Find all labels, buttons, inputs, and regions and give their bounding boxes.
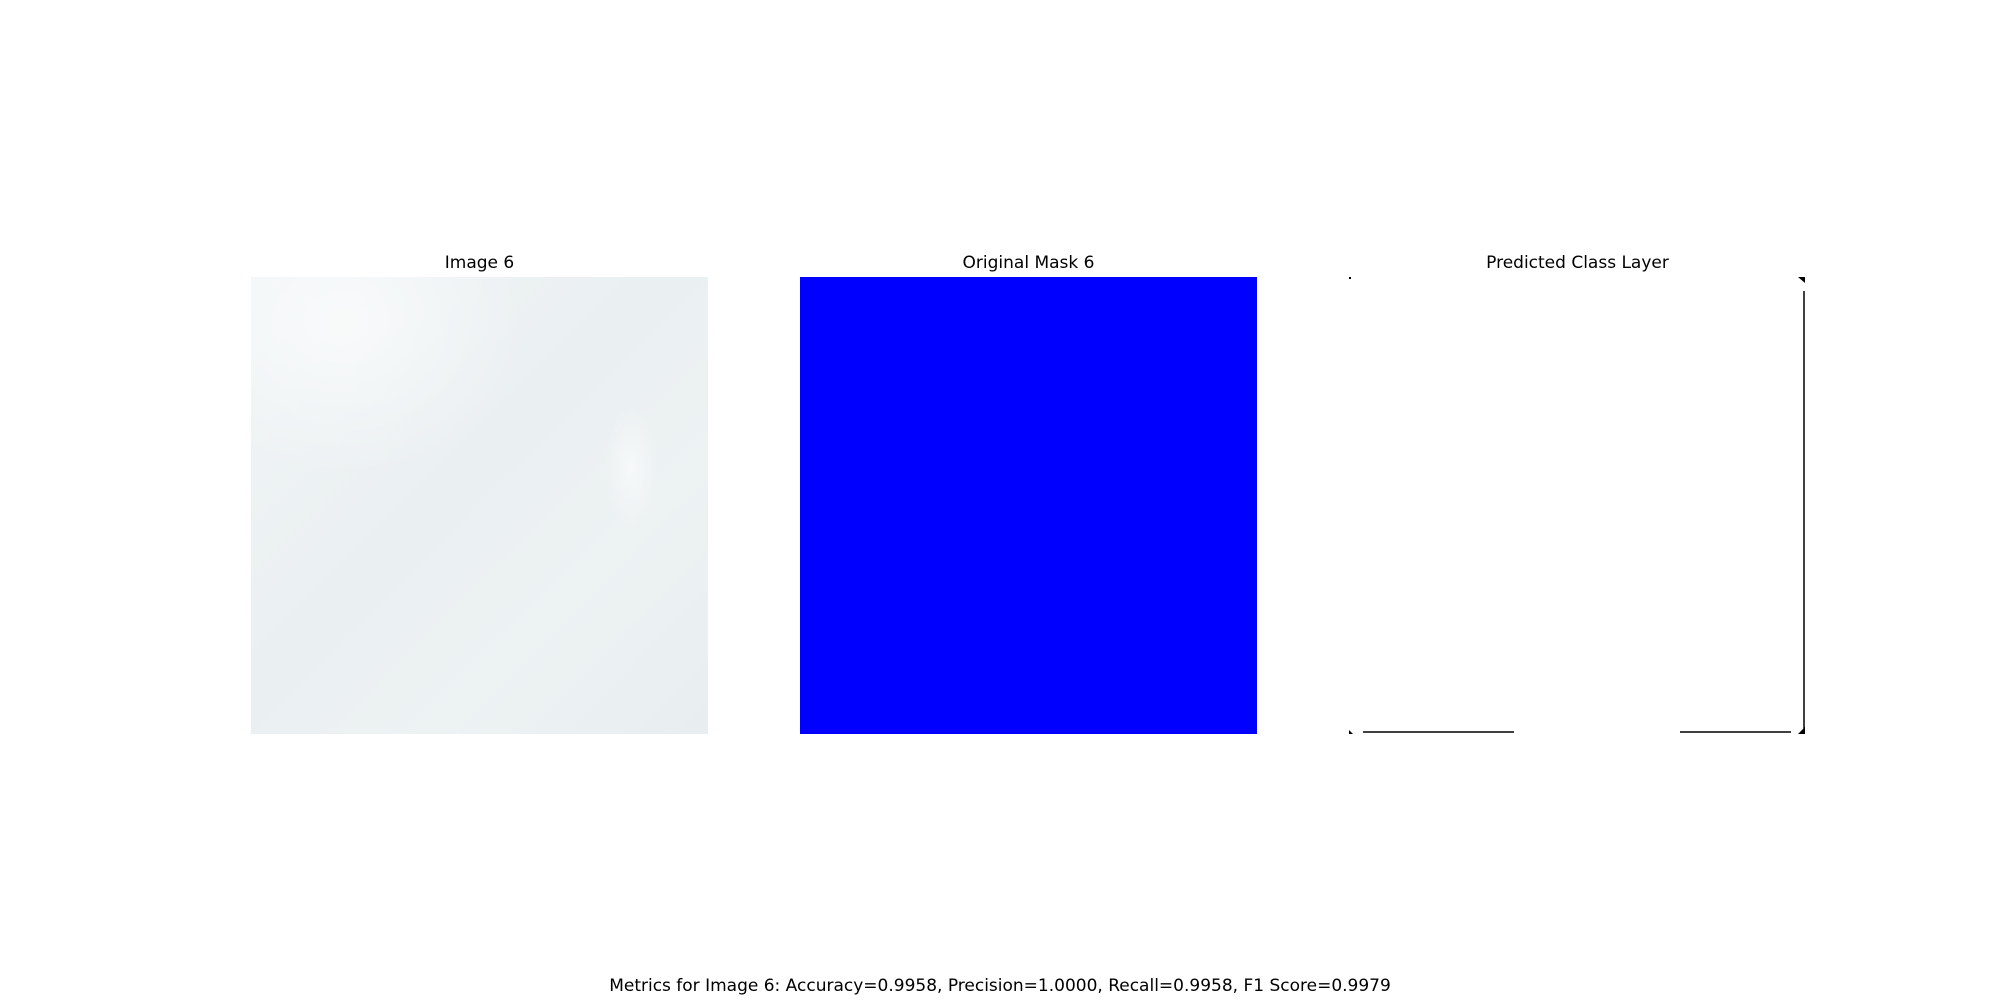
predicted-class-title: Predicted Class Layer <box>1486 253 1669 273</box>
corner-top-right <box>1798 277 1805 283</box>
original-mask-image <box>800 277 1257 734</box>
corner-bottom-right <box>1798 727 1805 734</box>
predicted-contour <box>1349 277 1805 734</box>
original-mask-title: Original Mask 6 <box>962 253 1095 273</box>
input-image <box>251 277 708 734</box>
metrics-caption: Metrics for Image 6: Accuracy=0.9958, Pr… <box>609 976 1391 996</box>
image-title: Image 6 <box>444 253 515 273</box>
corner-bottom-left <box>1349 730 1353 734</box>
predicted-class-image <box>1349 277 1806 734</box>
corner-top-left <box>1349 277 1351 279</box>
